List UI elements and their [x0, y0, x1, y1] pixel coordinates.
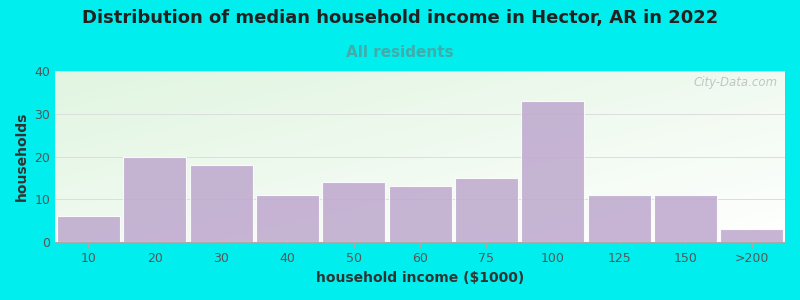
- Bar: [522, 101, 584, 242]
- Bar: [389, 186, 452, 242]
- Bar: [256, 195, 319, 242]
- Text: Distribution of median household income in Hector, AR in 2022: Distribution of median household income …: [82, 9, 718, 27]
- Text: All residents: All residents: [346, 45, 454, 60]
- Bar: [123, 157, 186, 242]
- Bar: [588, 195, 650, 242]
- Bar: [322, 182, 386, 242]
- Bar: [720, 229, 783, 242]
- Bar: [654, 195, 717, 242]
- Bar: [57, 216, 120, 242]
- X-axis label: household income ($1000): household income ($1000): [316, 271, 524, 285]
- Bar: [455, 178, 518, 242]
- Bar: [190, 165, 253, 242]
- Text: City-Data.com: City-Data.com: [694, 76, 778, 89]
- Y-axis label: households: households: [15, 112, 29, 201]
